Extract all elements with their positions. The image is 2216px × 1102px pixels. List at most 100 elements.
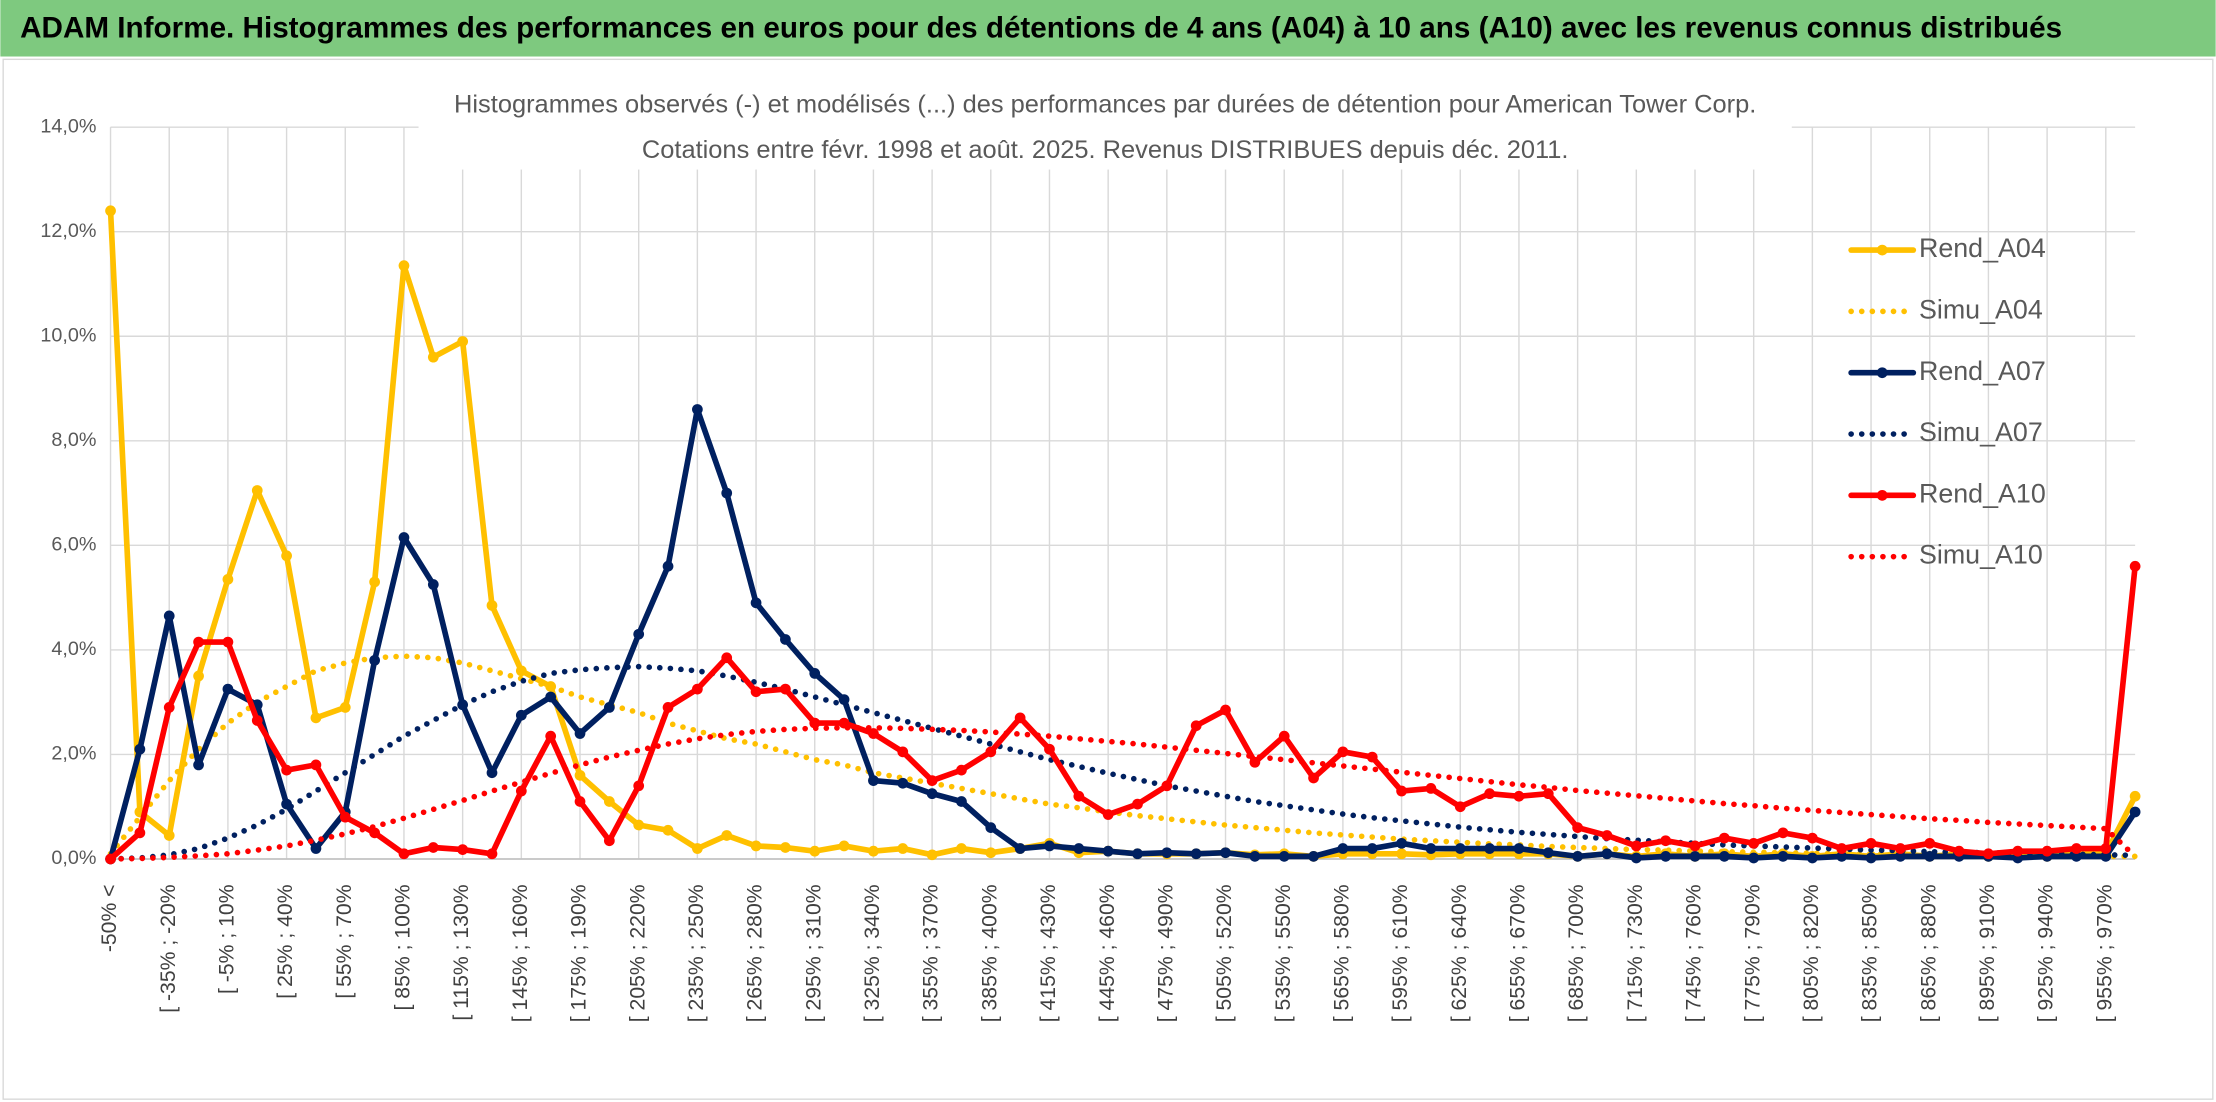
point-marker xyxy=(2012,845,2024,857)
point-marker xyxy=(1308,772,1319,784)
point-marker xyxy=(780,634,791,645)
point-marker xyxy=(427,579,439,590)
point-marker xyxy=(1249,756,1261,768)
point-marker xyxy=(603,796,615,807)
point-marker xyxy=(105,205,116,217)
point-marker xyxy=(692,404,703,415)
point-marker xyxy=(2129,560,2141,572)
point-marker xyxy=(1102,845,1114,857)
x-tick-label: [ 115% ; 130% xyxy=(450,884,473,1020)
point-marker xyxy=(163,702,175,713)
point-marker xyxy=(2041,845,2053,857)
point-marker xyxy=(1748,837,1760,849)
point-marker xyxy=(838,840,850,852)
point-marker xyxy=(1454,843,1466,854)
point-marker xyxy=(897,746,909,758)
point-marker xyxy=(369,654,380,666)
point-marker xyxy=(1337,843,1349,854)
point-marker xyxy=(868,728,879,739)
y-tick-label: 2,0% xyxy=(51,743,96,765)
point-marker xyxy=(1396,785,1407,797)
x-tick-label: [ 235% ; 250% xyxy=(685,884,708,1022)
point-marker xyxy=(1953,845,1965,857)
point-marker xyxy=(339,811,351,823)
point-marker xyxy=(1014,843,1026,854)
header-bar xyxy=(0,0,2216,57)
point-marker xyxy=(398,532,410,543)
point-marker xyxy=(574,796,586,807)
point-marker xyxy=(985,746,997,758)
point-marker xyxy=(1718,851,1730,862)
point-marker xyxy=(897,843,909,854)
point-marker xyxy=(1572,822,1583,833)
point-marker xyxy=(398,260,410,272)
x-tick-label: [ 445% ; 460% xyxy=(1096,884,1119,1022)
point-marker xyxy=(281,550,292,562)
point-marker xyxy=(692,683,703,695)
point-marker xyxy=(721,652,733,664)
point-marker xyxy=(1484,843,1495,854)
point-marker xyxy=(1689,851,1701,862)
x-tick-label: [ 295% ; 310% xyxy=(802,884,825,1022)
point-marker xyxy=(1044,840,1055,852)
point-marker xyxy=(662,824,674,836)
point-marker xyxy=(1513,843,1525,854)
point-marker xyxy=(1660,851,1672,862)
x-tick-label: [ 595% ; 610% xyxy=(1389,884,1412,1022)
y-tick-label: 0,0% xyxy=(51,847,96,869)
point-marker xyxy=(193,670,204,682)
point-marker xyxy=(1836,843,1848,854)
series-line xyxy=(107,724,2138,862)
series-line xyxy=(107,663,2138,862)
point-marker xyxy=(750,686,762,698)
point-marker xyxy=(868,775,879,786)
point-marker xyxy=(603,702,615,713)
point-marker xyxy=(427,842,439,853)
point-marker xyxy=(633,819,645,831)
point-marker xyxy=(1278,730,1290,742)
y-tick-label: 4,0% xyxy=(51,638,96,660)
point-marker xyxy=(809,845,821,857)
point-marker xyxy=(780,683,791,695)
point-marker xyxy=(1014,712,1026,724)
x-tick-label: [ 385% ; 400% xyxy=(978,884,1001,1022)
point-marker xyxy=(692,843,703,854)
chart-subtitle: Cotations entre févr. 1998 et août. 2025… xyxy=(642,136,1569,164)
point-marker xyxy=(427,351,439,363)
x-tick-label: [ 955% ; 970% xyxy=(2093,884,2116,1022)
point-marker xyxy=(926,849,938,861)
y-tick-label: 8,0% xyxy=(51,429,96,451)
legend-marker xyxy=(1876,244,1888,256)
x-tick-label: [ 175% ; 190% xyxy=(568,884,591,1022)
point-marker xyxy=(721,487,733,499)
point-marker xyxy=(1366,843,1378,854)
point-marker xyxy=(222,573,234,585)
point-marker xyxy=(1073,790,1085,802)
point-marker xyxy=(633,780,645,792)
point-marker xyxy=(1601,848,1613,860)
y-tick-label: 14,0% xyxy=(40,115,96,137)
point-marker xyxy=(1190,720,1202,732)
point-marker xyxy=(457,844,469,855)
point-marker xyxy=(926,775,938,786)
point-marker xyxy=(1102,809,1114,820)
x-tick-label: [ 55% ; 70% xyxy=(333,884,356,998)
point-marker xyxy=(1806,852,1818,864)
point-marker xyxy=(515,709,527,721)
x-tick-label: [ 715% ; 730% xyxy=(1624,884,1647,1022)
point-marker xyxy=(310,843,322,854)
title-backdrop xyxy=(418,87,1792,170)
point-marker xyxy=(956,796,967,807)
point-marker xyxy=(868,845,879,857)
point-marker xyxy=(1630,852,1642,864)
point-marker xyxy=(1161,847,1173,859)
x-tick-label: [ 505% ; 520% xyxy=(1213,884,1236,1022)
x-tick-label: [ 475% ; 490% xyxy=(1154,884,1177,1022)
point-marker xyxy=(163,830,175,841)
chart-border xyxy=(2,58,2214,1100)
point-marker xyxy=(1895,843,1906,854)
point-marker xyxy=(721,830,733,841)
point-marker xyxy=(1924,837,1936,849)
